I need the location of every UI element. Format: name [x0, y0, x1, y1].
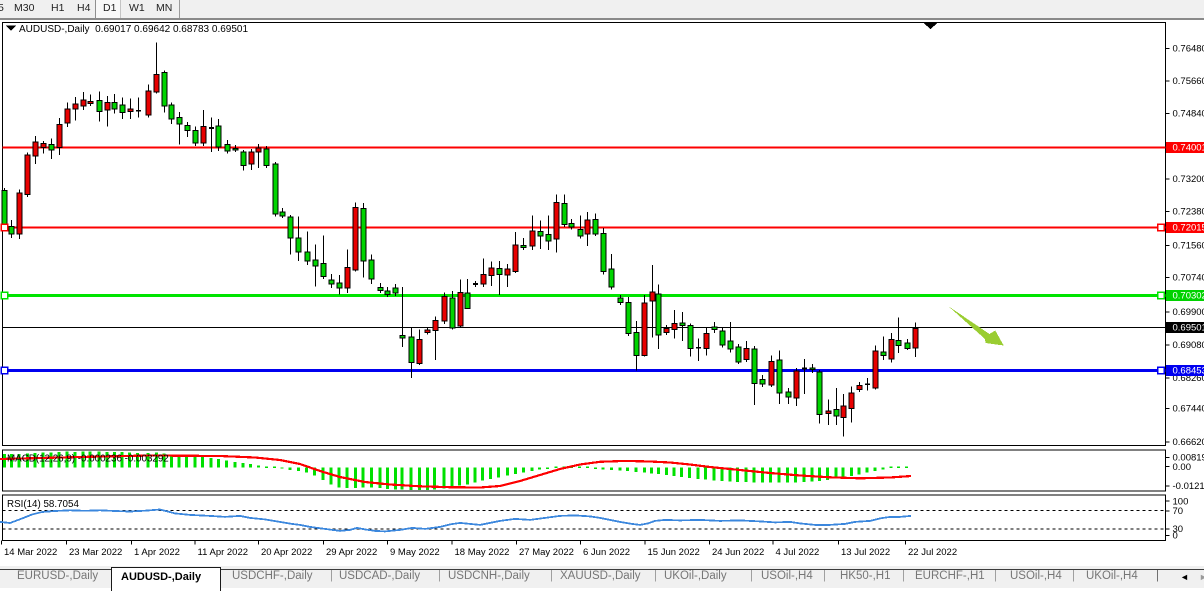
svg-text:0.71560: 0.71560 [1173, 241, 1204, 252]
svg-text:RSI(14) 58.7054: RSI(14) 58.7054 [7, 499, 79, 510]
svg-text:0.66620: 0.66620 [1173, 437, 1204, 448]
svg-text:0.69080: 0.69080 [1173, 340, 1204, 351]
svg-text:6 Jun 2022: 6 Jun 2022 [583, 547, 630, 558]
svg-text:11 Apr 2022: 11 Apr 2022 [198, 547, 249, 558]
svg-text:0.72015: 0.72015 [1173, 223, 1204, 234]
svg-text:0.73200: 0.73200 [1173, 174, 1204, 185]
svg-text:20 Apr 2022: 20 Apr 2022 [261, 547, 312, 558]
svg-text:24 Jun 2022: 24 Jun 2022 [712, 547, 764, 558]
svg-text:18 May 2022: 18 May 2022 [455, 547, 510, 558]
svg-text:0.74840: 0.74840 [1173, 109, 1204, 120]
svg-text:0.76480: 0.76480 [1173, 44, 1204, 55]
svg-text:4 Jul 2022: 4 Jul 2022 [776, 547, 820, 558]
svg-text:0.74001: 0.74001 [1173, 143, 1204, 154]
svg-text:0.75660: 0.75660 [1173, 76, 1204, 87]
svg-text:22 Jul 2022: 22 Jul 2022 [908, 547, 957, 558]
svg-text:23 Mar 2022: 23 Mar 2022 [69, 547, 122, 558]
svg-text:13 Jul 2022: 13 Jul 2022 [841, 547, 890, 558]
svg-text:15 Jun 2022: 15 Jun 2022 [648, 547, 700, 558]
svg-text:1 Apr 2022: 1 Apr 2022 [134, 547, 180, 558]
svg-text:AUDUSD-,Daily 0.69017 0.69642: AUDUSD-,Daily 0.69017 0.69642 0.68783 0.… [19, 24, 248, 35]
svg-text:0.69501: 0.69501 [1173, 323, 1204, 334]
svg-text:0.70740: 0.70740 [1173, 273, 1204, 284]
svg-text:0.00: 0.00 [1173, 462, 1192, 473]
svg-text:9 May 2022: 9 May 2022 [390, 547, 440, 558]
svg-text:0.69900: 0.69900 [1173, 307, 1204, 318]
svg-text:0.67440: 0.67440 [1173, 404, 1204, 415]
svg-text:0.72380: 0.72380 [1173, 207, 1204, 218]
svg-text:MACD(12,26,9) -0.000236 -0.003: MACD(12,26,9) -0.000236 -0.003292 [7, 454, 169, 465]
svg-text:14 Mar 2022: 14 Mar 2022 [4, 547, 57, 558]
svg-text:27 May 2022: 27 May 2022 [519, 547, 574, 558]
svg-text:0: 0 [1173, 531, 1178, 542]
svg-text:29 Apr 2022: 29 Apr 2022 [326, 547, 377, 558]
svg-text:0.70302: 0.70302 [1173, 291, 1204, 302]
svg-text:0.68453: 0.68453 [1173, 366, 1204, 377]
svg-text:70: 70 [1173, 506, 1184, 517]
svg-text:-0.01212: -0.01212 [1173, 481, 1204, 492]
